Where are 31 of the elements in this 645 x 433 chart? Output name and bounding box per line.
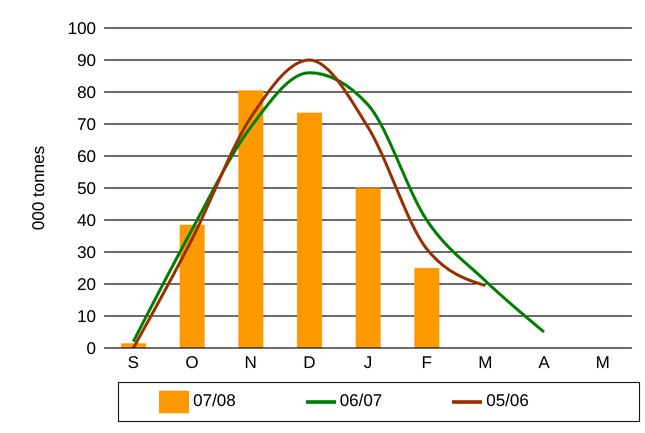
bar — [414, 268, 440, 348]
y-tick-label: 0 — [86, 339, 96, 358]
legend-label: 06/07 — [340, 391, 382, 410]
y-axis-title: 000 tonnes — [29, 146, 48, 230]
legend-label: 05/06 — [486, 391, 529, 410]
x-tick-label: F — [421, 353, 432, 372]
line-series — [132, 58, 487, 348]
y-tick-label: 90 — [77, 51, 96, 70]
bar — [238, 90, 264, 348]
y-tick-label: 70 — [77, 115, 96, 134]
x-tick-label: N — [244, 353, 257, 372]
line-series — [132, 71, 546, 344]
x-tick-label: A — [538, 353, 550, 372]
y-tick-label: 100 — [68, 19, 96, 38]
x-tick-label: M — [596, 353, 610, 372]
x-tick-label: D — [303, 353, 316, 372]
y-tick-label: 20 — [77, 275, 96, 294]
y-tick-label: 40 — [77, 211, 96, 230]
legend-label: 07/08 — [193, 391, 236, 410]
x-tick-label: S — [128, 353, 140, 372]
y-tick-label: 10 — [77, 307, 96, 326]
y-tick-label: 30 — [77, 243, 96, 262]
bar — [297, 112, 322, 348]
bar — [356, 188, 381, 348]
bar — [180, 224, 205, 348]
x-tick-label: M — [478, 353, 492, 372]
y-tick-label: 80 — [77, 83, 96, 102]
y-tick-label: 50 — [77, 179, 96, 198]
x-tick-label: O — [185, 353, 199, 372]
y-tick-label: 60 — [77, 147, 96, 166]
x-tick-label: J — [364, 353, 372, 372]
